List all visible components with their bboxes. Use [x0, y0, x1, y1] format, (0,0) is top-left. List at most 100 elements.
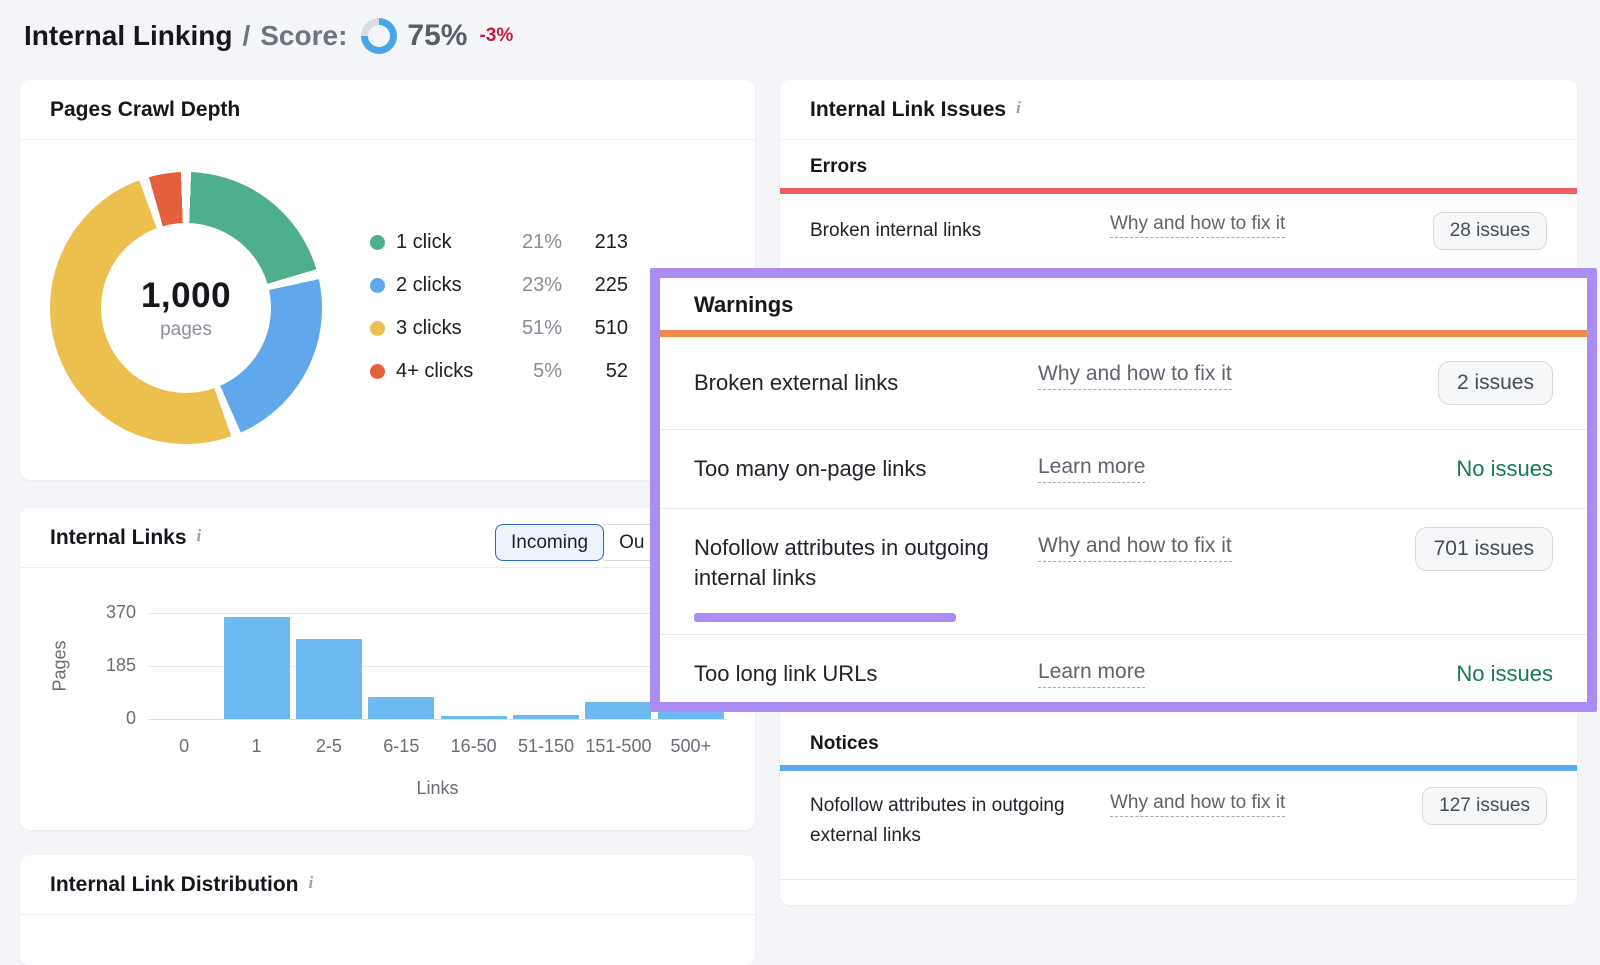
- score-delta: -3%: [479, 25, 514, 46]
- title-separator: /: [242, 20, 251, 51]
- learn-more-link[interactable]: Learn more: [1038, 660, 1146, 688]
- issue-row-nofollow-outgoing-internal: Nofollow attributes in outgoing internal…: [660, 508, 1587, 634]
- issues-count-badge[interactable]: 127 issues: [1422, 787, 1547, 825]
- why-how-to-fix-link[interactable]: Why and how to fix it: [1038, 362, 1232, 390]
- legend-pct: 23%: [521, 274, 562, 296]
- crawl-depth-legend: 1 click 21% 213 2 clicks 23% 225 3 click…: [370, 221, 628, 393]
- issue-row-too-many-on-page-links: Too many on-page links Learn more No iss…: [660, 429, 1587, 508]
- bar-2-5: [295, 639, 362, 719]
- bar-chart-x-ticks: 0 1 2-5 6-15 16-50 51-150 151-500 500+: [148, 736, 727, 760]
- x-tick-label: 0: [179, 736, 190, 756]
- bar-6-15: [368, 697, 435, 719]
- legend-row: 2 clicks 23% 225: [370, 264, 628, 307]
- issue-label: Nofollow attributes in outgoing external…: [810, 795, 1065, 846]
- distribution-title: Internal Link Distribution: [50, 872, 299, 896]
- legend-value: 213: [594, 231, 628, 253]
- score-label: Score:: [260, 20, 348, 51]
- donut-total-unit: pages: [160, 318, 212, 340]
- x-tick-label: 16-50: [450, 736, 497, 756]
- y-tick-label: 0: [125, 708, 136, 728]
- info-icon[interactable]: i: [308, 872, 314, 892]
- legend-row: 4+ clicks 5% 52: [370, 350, 628, 393]
- internal-links-card: Internal Links i Incoming Ou Pages 0 185 3…: [20, 508, 755, 830]
- row-divider: [780, 879, 1577, 880]
- why-how-to-fix-link[interactable]: Why and how to fix it: [1038, 534, 1232, 562]
- legend-value: 510: [594, 317, 628, 339]
- bar-51-150: [513, 715, 580, 719]
- legend-dot-2-clicks: [370, 278, 385, 293]
- legend-label: 2 clicks: [396, 274, 462, 296]
- x-tick-label: 6-15: [383, 736, 420, 756]
- issue-label: Broken internal links: [810, 220, 982, 241]
- legend-label: 1 click: [396, 231, 452, 253]
- internal-link-distribution-card: Internal Link Distribution i: [20, 855, 755, 965]
- issue-label: Too long link URLs: [694, 661, 878, 686]
- issues-title: Internal Link Issues: [810, 97, 1007, 121]
- issues-count-badge[interactable]: 28 issues: [1432, 212, 1547, 250]
- issues-count-badge[interactable]: 701 issues: [1414, 527, 1553, 571]
- warnings-highlight-box: Warnings Broken external links Why and h…: [650, 268, 1597, 712]
- score-ring-icon: [361, 18, 398, 54]
- page-header: Internal Linking / Score: 75% -3%: [24, 18, 513, 54]
- no-issues-status: No issues: [1456, 456, 1553, 481]
- x-tick-label: 2-5: [315, 736, 342, 756]
- legend-row: 1 click 21% 213: [370, 221, 628, 264]
- issue-row-too-long-link-urls: Too long link URLs Learn more No issues: [660, 634, 1587, 713]
- bar-500+: [657, 712, 724, 719]
- legend-pct: 51%: [521, 317, 562, 339]
- bar-151-500: [585, 702, 652, 719]
- y-tick-label: 370: [105, 602, 136, 622]
- errors-accent-bar: [780, 188, 1577, 194]
- issue-label: Too many on-page links: [694, 456, 927, 481]
- purple-highlight-underline: [694, 613, 956, 622]
- legend-pct: 5%: [533, 360, 562, 382]
- why-how-to-fix-link[interactable]: Why and how to fix it: [1110, 792, 1286, 817]
- donut-total-value: 1,000: [140, 275, 232, 315]
- no-issues-status: No issues: [1456, 661, 1553, 686]
- legend-pct: 21%: [521, 231, 562, 253]
- legend-dot-4plus-clicks: [370, 364, 385, 379]
- donut-center: 1,000 pages: [101, 223, 271, 393]
- crawl-depth-title: Pages Crawl Depth: [50, 97, 241, 121]
- x-tick-label: 151-500: [585, 736, 652, 756]
- issue-row-nofollow-outgoing-external: Nofollow attributes in outgoing external…: [780, 771, 1577, 879]
- bar-16-50: [440, 716, 507, 719]
- warnings-section-heading: Warnings: [694, 292, 794, 317]
- x-tick-label: 1: [251, 736, 262, 756]
- notices-section-heading: Notices: [810, 733, 879, 754]
- y-tick-label: 185: [105, 655, 136, 675]
- crawl-depth-donut-chart: 1,000 pages: [50, 172, 322, 444]
- issue-label: Broken external links: [694, 370, 899, 395]
- x-tick-label: 500+: [670, 736, 712, 756]
- issue-row-broken-internal-links: Broken internal links Why and how to fix…: [780, 194, 1577, 268]
- legend-row: 3 clicks 51% 510: [370, 307, 628, 350]
- notices-accent-bar: [780, 765, 1577, 771]
- info-icon[interactable]: i: [1016, 97, 1021, 117]
- bar-1: [223, 617, 290, 719]
- bar-chart-y-axis-label: Pages: [49, 640, 70, 692]
- issues-count-badge[interactable]: 2 issues: [1437, 361, 1553, 405]
- legend-value: 52: [605, 360, 628, 382]
- internal-links-title: Internal Links: [50, 525, 187, 549]
- bar-chart-y-ticks: 0 185 370: [78, 602, 136, 728]
- bar-chart-x-axis-label: Links: [416, 778, 459, 798]
- legend-value: 225: [594, 274, 628, 296]
- score-value: 75%: [407, 19, 468, 52]
- toggle-incoming-button[interactable]: Incoming: [495, 524, 605, 561]
- x-tick-label: 51-150: [518, 736, 575, 756]
- issue-label: Nofollow attributes in outgoing internal…: [694, 533, 1038, 622]
- legend-label: 4+ clicks: [396, 360, 474, 382]
- pages-crawl-depth-card: Pages Crawl Depth 1,000 pages 1 click 21…: [20, 80, 755, 480]
- internal-links-bar-chart: [148, 613, 727, 720]
- issue-label-text: Nofollow attributes in outgoing internal…: [694, 535, 989, 590]
- warnings-accent-bar: [660, 330, 1587, 337]
- learn-more-link[interactable]: Learn more: [1038, 455, 1146, 483]
- errors-section-heading: Errors: [810, 156, 868, 177]
- info-icon[interactable]: i: [196, 525, 202, 545]
- why-how-to-fix-link[interactable]: Why and how to fix it: [1110, 213, 1286, 238]
- page-title: Internal Linking: [24, 20, 233, 51]
- legend-dot-3-clicks: [370, 321, 385, 336]
- legend-label: 3 clicks: [396, 317, 462, 339]
- legend-dot-1-click: [370, 235, 385, 250]
- issue-row-broken-external-links: Broken external links Why and how to fix…: [660, 337, 1587, 429]
